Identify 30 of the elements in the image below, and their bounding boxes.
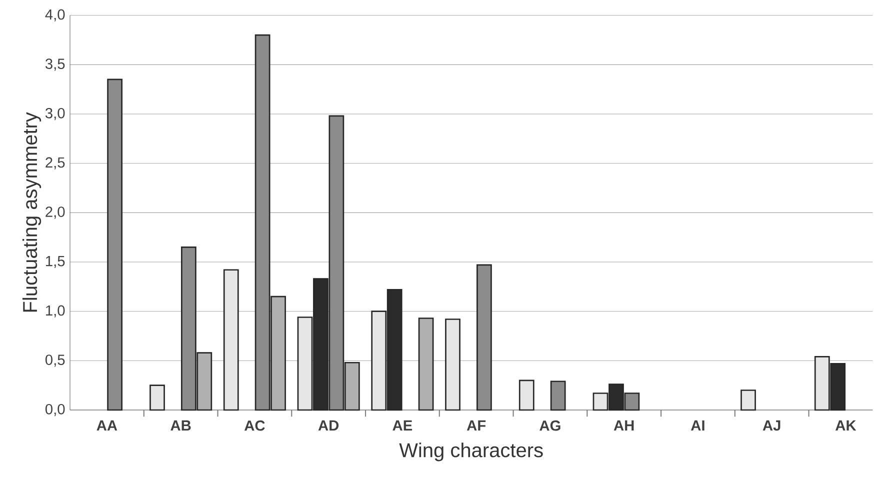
bar	[223, 269, 239, 411]
x-tick-label: AE	[392, 420, 412, 430]
x-tick-label: AC	[244, 420, 265, 431]
x-tick-label: AJ	[762, 420, 780, 431]
y-tick-label: 3,0	[45, 108, 65, 120]
bar	[550, 380, 566, 411]
x-tick-label: AI	[690, 420, 704, 430]
y-tick-label: 1,5	[46, 256, 65, 268]
bar	[445, 318, 460, 411]
x-tick-label: AD	[318, 420, 339, 430]
bar	[476, 264, 492, 411]
y-tick-label: 3,5	[45, 58, 65, 71]
y-tick-label: 0,5	[45, 354, 65, 367]
x-tick-label: AA	[96, 420, 118, 430]
bar	[518, 380, 534, 411]
bar	[107, 78, 122, 411]
x-tick-label: AK	[835, 420, 856, 430]
y-tick-label: 0,0	[45, 404, 65, 416]
y-axis-title: Fluctuating asymmetry	[22, 112, 42, 312]
x-tick-label: AG	[540, 420, 560, 431]
y-tick-label: 4,0	[45, 9, 65, 22]
x-tick-label: AF	[466, 420, 486, 430]
bar	[740, 390, 756, 411]
bar	[150, 384, 165, 411]
y-tick-label: 1,0	[46, 305, 65, 318]
x-axis-title: Wing characters	[399, 442, 543, 462]
y-tick-label: 2,0	[46, 206, 65, 219]
x-tick-label: AH	[614, 420, 634, 430]
x-tick-label: AB	[170, 420, 191, 430]
y-tick-label: 2,5	[46, 157, 65, 170]
